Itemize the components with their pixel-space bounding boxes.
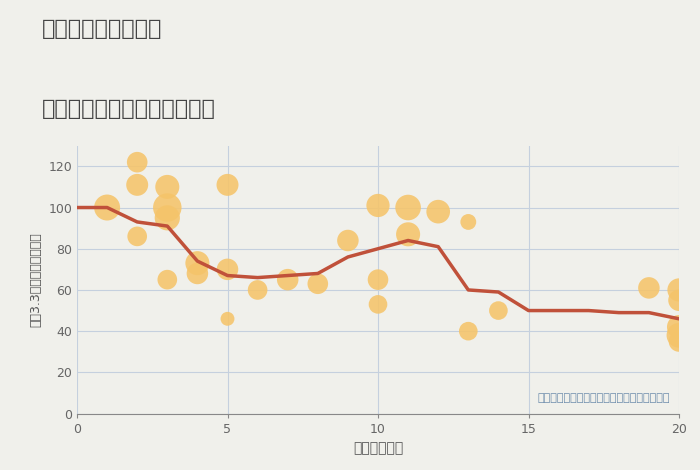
Y-axis label: 坪（3.3㎡）単価（万円）: 坪（3.3㎡）単価（万円） [29,232,43,327]
Point [643,284,655,292]
Text: 駅距離別中古マンション価格: 駅距離別中古マンション価格 [42,99,216,119]
X-axis label: 駅距離（分）: 駅距離（分） [353,441,403,455]
Point [162,276,173,283]
Text: 円の大きさは、取引のあった物件面積を示す: 円の大きさは、取引のあった物件面積を示す [538,393,670,403]
Point [673,323,685,331]
Point [192,270,203,277]
Point [433,208,444,215]
Point [162,204,173,212]
Point [673,297,685,304]
Point [222,315,233,322]
Point [132,181,143,188]
Point [162,214,173,221]
Point [463,328,474,335]
Point [162,183,173,191]
Point [402,231,414,238]
Point [222,181,233,188]
Point [282,276,293,283]
Point [192,259,203,267]
Point [372,301,384,308]
Point [342,237,354,244]
Point [673,338,685,345]
Point [252,286,263,294]
Point [402,204,414,212]
Point [132,233,143,240]
Point [493,307,504,314]
Point [673,286,685,294]
Text: 千葉県市原市久保の: 千葉県市原市久保の [42,19,162,39]
Point [372,202,384,209]
Point [102,204,113,212]
Point [222,266,233,273]
Point [372,276,384,283]
Point [673,331,685,339]
Point [132,158,143,166]
Point [463,218,474,226]
Point [312,280,323,288]
